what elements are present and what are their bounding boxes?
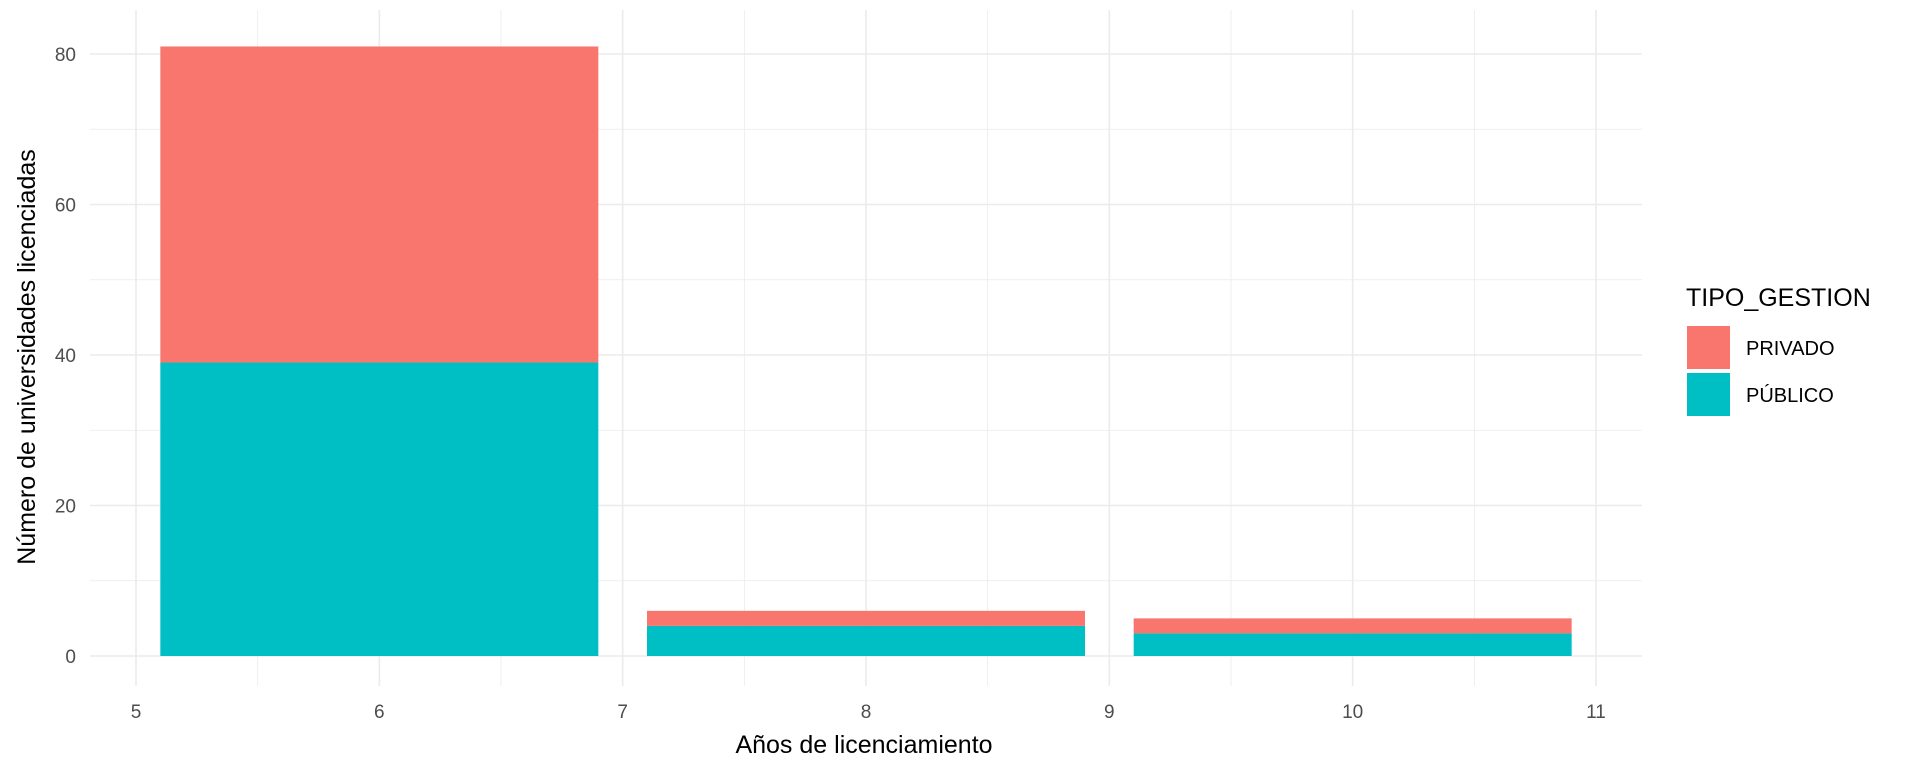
y-tick-label: 80 bbox=[55, 45, 76, 66]
bar-layer bbox=[160, 46, 1572, 656]
bar-pblico-x10 bbox=[1133, 633, 1572, 656]
y-axis-title: Número de universidades licenciadas bbox=[13, 149, 41, 565]
bar-pblico-x6 bbox=[160, 362, 599, 656]
legend-key-pblico bbox=[1687, 373, 1730, 416]
x-tick-label: 10 bbox=[1342, 702, 1363, 723]
legend-label: PÚBLICO bbox=[1746, 384, 1834, 407]
legend-label: PRIVADO bbox=[1746, 338, 1835, 360]
bar-privado-x6 bbox=[160, 46, 599, 363]
legend-title: TIPO_GESTION bbox=[1686, 284, 1871, 312]
y-tick-label: 40 bbox=[55, 346, 76, 367]
x-tick-label: 11 bbox=[1586, 702, 1606, 723]
tick-label-layer: 0 20 40 60 80 5 6 7 8 9 10 11 bbox=[55, 45, 1606, 723]
y-tick-label: 20 bbox=[55, 497, 76, 518]
x-axis-title: Años de licenciamiento bbox=[735, 731, 992, 759]
x-tick-label: 8 bbox=[861, 702, 872, 723]
legend-items: PRIVADO PÚBLICO bbox=[1687, 326, 1835, 416]
x-tick-label: 6 bbox=[374, 702, 385, 723]
legend-key-privado bbox=[1687, 326, 1730, 369]
x-tick-label: 9 bbox=[1104, 702, 1115, 723]
y-tick-label: 0 bbox=[65, 647, 76, 668]
bar-privado-x8 bbox=[647, 610, 1085, 626]
bar-pblico-x8 bbox=[647, 625, 1085, 656]
legend: TIPO_GESTION PRIVADO PÚBLICO bbox=[1686, 284, 1871, 416]
x-tick-label: 7 bbox=[617, 702, 628, 723]
x-tick-label: 5 bbox=[131, 702, 142, 723]
y-tick-label: 60 bbox=[55, 196, 76, 217]
bar-privado-x10 bbox=[1133, 618, 1572, 634]
